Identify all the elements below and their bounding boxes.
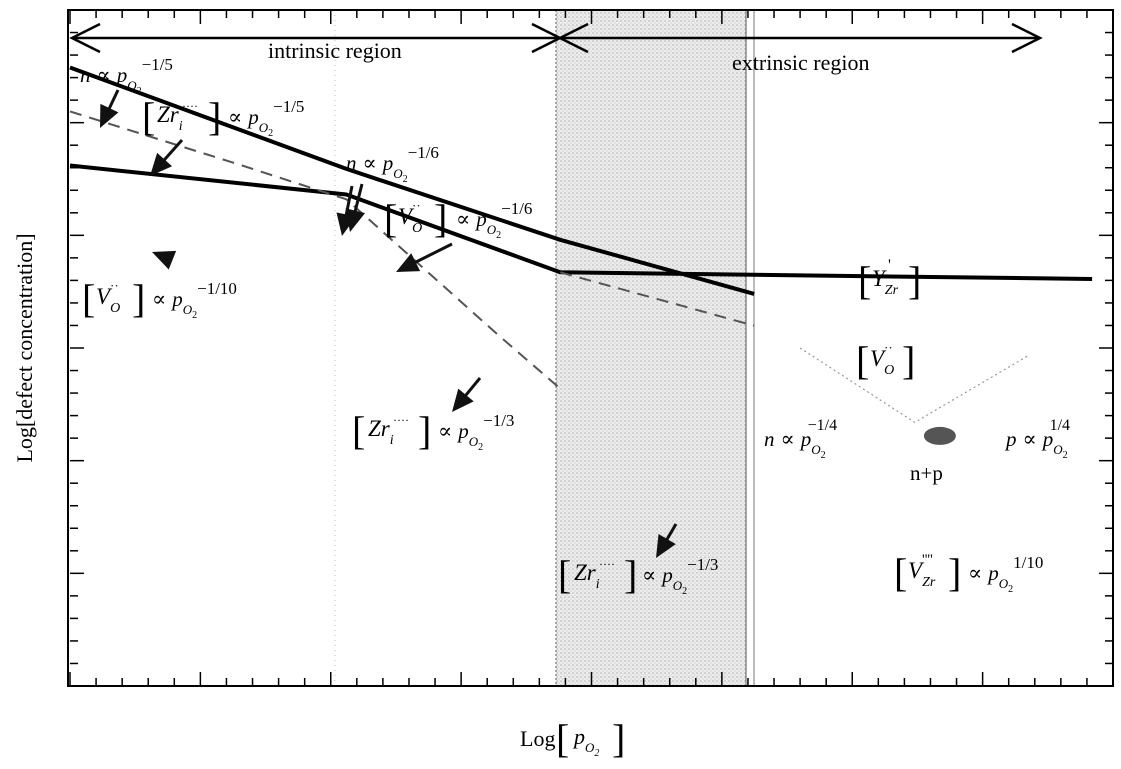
transition-band (556, 10, 746, 686)
svg-text:∝pO2−1/10: ∝ pO2−1/10 (152, 279, 237, 321)
annotation-vzr: [ VZr '''' ] ∝ pO21/10 (894, 550, 1043, 595)
svg-text:]: ] (948, 550, 961, 595)
svg-text:YZr: YZr (872, 266, 899, 298)
svg-text:Zri: Zri (574, 560, 600, 592)
pointer-arrow-head (396, 253, 421, 272)
series-group (69, 65, 1093, 445)
annotation-n15: n ∝ pO2−1/5 (80, 55, 173, 97)
svg-text:]: ] (434, 196, 447, 241)
svg-text:n∝pO2−1/5: n ∝ pO2−1/5 (80, 55, 173, 97)
pointer-arrows (100, 89, 678, 558)
annotation-zr15: [ Zri ···· ] ∝ pO2−1/5 (142, 94, 304, 139)
svg-text:Zri: Zri (157, 102, 183, 134)
svg-text:VZr: VZr (908, 558, 936, 590)
svg-text:p∝pO21/4: p ∝ pO21/4 (1004, 417, 1070, 461)
svg-text:····: ···· (182, 99, 198, 113)
svg-text:··: ·· (884, 340, 893, 355)
series-line-2 (69, 163, 1093, 281)
svg-text:]: ] (132, 276, 145, 321)
svg-text:[: [ (894, 550, 907, 595)
pointer-arrow-head (656, 533, 676, 558)
pointer-arrow-head (452, 388, 474, 412)
svg-text:[: [ (142, 94, 155, 139)
svg-text:': ' (888, 257, 891, 274)
annotation-vo110: [ VO ·· ] ∝ pO2−1/10 (82, 276, 237, 321)
pointer-arrow-head (150, 152, 173, 176)
annotation-vo16: [ VO ·· ] ∝ pO2−1/6 (384, 196, 532, 241)
svg-text:Zri: Zri (368, 416, 394, 448)
axis-ticks (69, 9, 1114, 687)
x-axis-label: Log [ pO2 ] (520, 716, 625, 761)
pointer-arrow-head (345, 208, 366, 232)
svg-text:∝pO2−1/5: ∝ pO2−1/5 (228, 97, 304, 139)
series-line-3 (69, 110, 561, 390)
svg-text:]: ] (624, 552, 637, 597)
svg-text:[: [ (82, 276, 95, 321)
annotation-zr13b: [ Zri ···· ] ∝ pO2−1/3 (558, 552, 718, 597)
svg-text:∝pO2−1/6: ∝ pO2−1/6 (456, 199, 532, 241)
svg-text:[: [ (556, 716, 569, 761)
svg-text:]: ] (908, 258, 921, 303)
svg-text:n∝pO2−1/6: n ∝ pO2−1/6 (346, 143, 439, 185)
intrinsic-region-label: intrinsic region (268, 38, 402, 63)
annotation-n16: n ∝ pO2−1/6 (346, 143, 439, 185)
extrinsic-arrow (557, 22, 1043, 54)
series-line-5 (799, 347, 1030, 423)
svg-text:[: [ (858, 258, 871, 303)
extrinsic-region-label: extrinsic region (732, 50, 869, 75)
y-axis-label: Log[defect concentration] (12, 233, 37, 462)
svg-text:VO: VO (398, 204, 422, 236)
series-line-4 (559, 271, 755, 327)
annotation-zr13a: [ Zri ···· ] ∝ pO2−1/3 (352, 408, 514, 453)
series-line-1 (69, 65, 755, 296)
svg-text:∝pO2−1/3: ∝ pO2−1/3 (642, 555, 718, 597)
svg-text:··: ·· (412, 198, 421, 213)
pointer-arrow-head (336, 212, 357, 236)
svg-text:Log: Log (520, 726, 555, 751)
annotation-n14: n ∝ pO2−1/4 (764, 417, 837, 461)
svg-text:[: [ (856, 338, 869, 383)
svg-text:]: ] (902, 338, 915, 383)
svg-text:n∝pO2−1/4: n ∝ pO2−1/4 (764, 417, 837, 461)
svg-text:∝pO21/10: ∝ pO21/10 (968, 553, 1043, 595)
svg-text:VO: VO (870, 346, 894, 378)
annotation-p14: p ∝ pO21/4 (1004, 417, 1070, 461)
pointer-arrow-shaft (407, 242, 453, 268)
svg-text:]: ] (612, 716, 625, 761)
svg-text:··: ·· (110, 278, 119, 293)
svg-text:'''': '''' (922, 552, 933, 568)
svg-text:]: ] (418, 408, 431, 453)
svg-text:····: ···· (393, 413, 409, 427)
annotation-np: n+p (910, 461, 943, 485)
svg-text:pO2: pO2 (572, 724, 599, 759)
svg-text:····: ···· (599, 557, 615, 571)
svg-text:]: ] (208, 94, 221, 139)
np-marker (923, 426, 956, 445)
svg-text:[: [ (352, 408, 365, 453)
pointer-arrow-head (152, 250, 177, 270)
pointer-arrow-head (100, 103, 119, 128)
annotation-vo: [ VO ·· ] (856, 338, 915, 383)
annotation-yzr: [ YZr ' ] (858, 257, 921, 303)
svg-text:∝pO2−1/3: ∝ pO2−1/3 (438, 411, 514, 453)
svg-text:[: [ (558, 552, 571, 597)
svg-text:VO: VO (96, 284, 120, 316)
svg-text:[: [ (384, 196, 397, 241)
